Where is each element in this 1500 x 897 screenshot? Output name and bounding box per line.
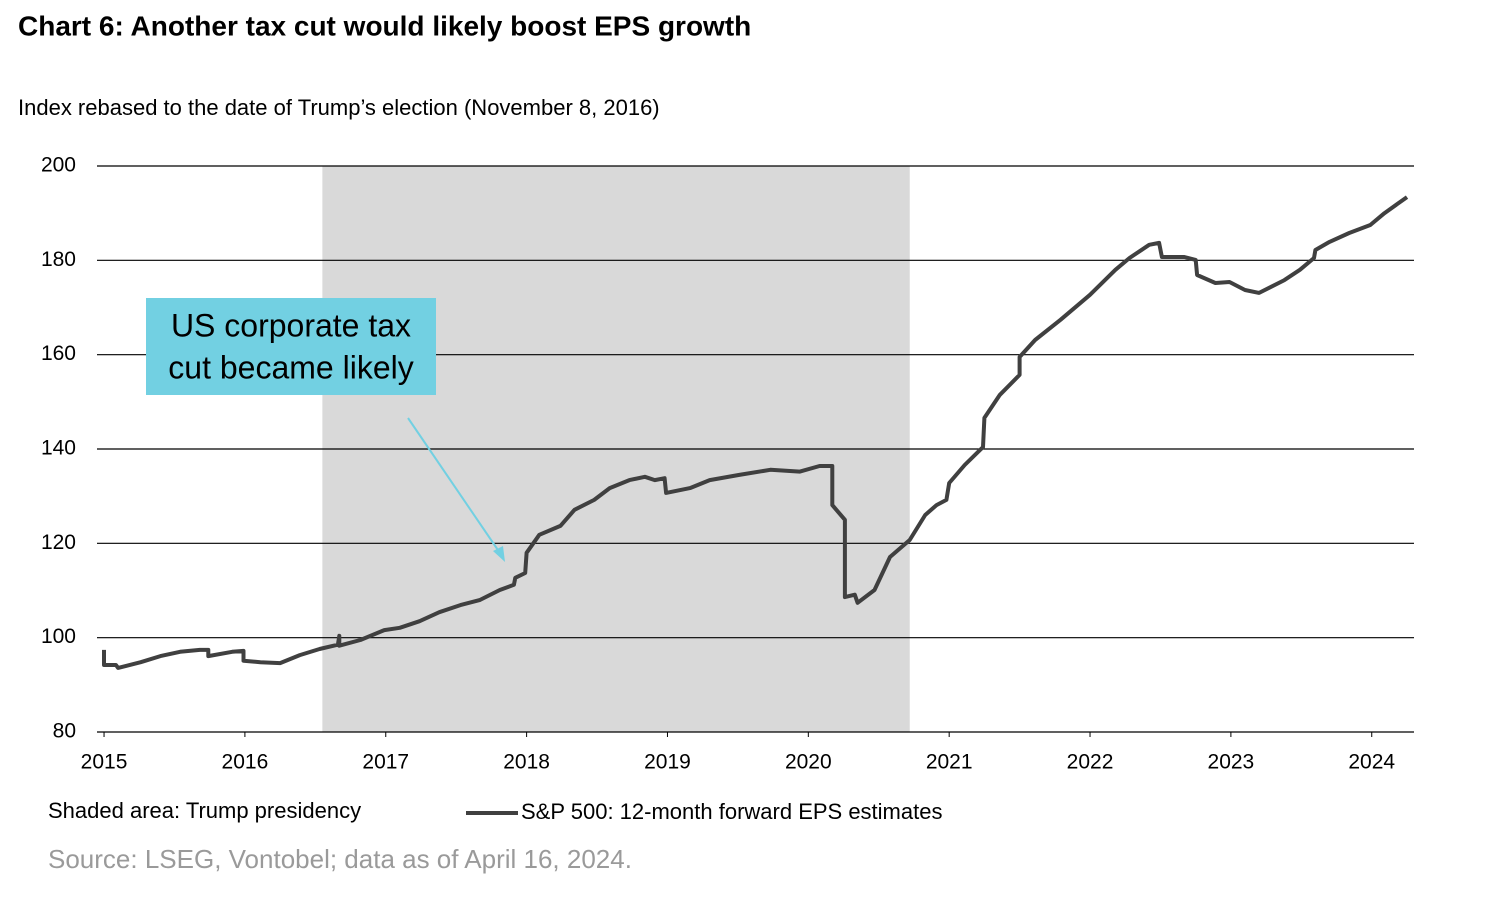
y-tick-label: 160	[41, 342, 76, 365]
annotation-text: US corporate tax	[171, 307, 411, 343]
x-tick-label: 2021	[926, 751, 973, 774]
x-tick-label: 2019	[644, 751, 691, 774]
source-note: Source: LSEG, Vontobel; data as of April…	[48, 844, 632, 874]
annotation-text: cut became likely	[168, 349, 413, 385]
x-tick-label: 2015	[81, 751, 128, 774]
y-tick-label: 180	[41, 248, 76, 271]
y-tick-label: 80	[53, 720, 76, 743]
annotation-box	[146, 298, 436, 395]
legend-label: S&P 500: 12-month forward EPS estimates	[521, 799, 942, 824]
x-tick-label: 2018	[503, 751, 550, 774]
y-tick-label: 100	[41, 625, 76, 648]
x-tick-label: 2017	[362, 751, 409, 774]
x-tick-label: 2020	[785, 751, 832, 774]
y-tick-label: 140	[41, 437, 76, 460]
annotation-arrow	[407, 417, 503, 557]
annotation-arrowhead	[493, 546, 505, 562]
x-tick-label: 2022	[1067, 751, 1114, 774]
y-tick-label: 200	[41, 154, 76, 177]
x-tick-label: 2016	[222, 751, 269, 774]
legend-shade-label: Shaded area: Trump presidency	[48, 798, 361, 823]
x-tick-label: 2024	[1348, 751, 1395, 774]
chart-title: Chart 6: Another tax cut would likely bo…	[18, 10, 751, 41]
y-tick-label: 120	[41, 531, 76, 554]
chart-subtitle: Index rebased to the date of Trump’s ele…	[18, 95, 660, 120]
x-tick-label: 2023	[1208, 751, 1255, 774]
series-line	[102, 195, 1409, 670]
